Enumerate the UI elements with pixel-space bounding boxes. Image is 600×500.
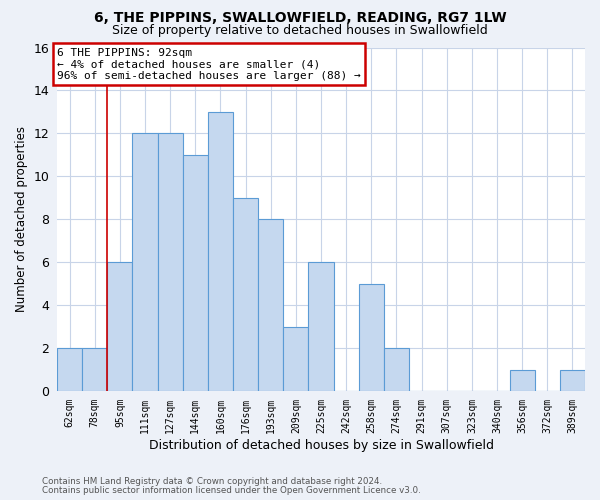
Bar: [359, 284, 384, 391]
Bar: [133, 134, 158, 391]
Bar: [509, 370, 535, 391]
Bar: [308, 262, 334, 391]
Bar: [258, 220, 283, 391]
Bar: [158, 134, 183, 391]
Bar: [560, 370, 585, 391]
Text: Contains public sector information licensed under the Open Government Licence v3: Contains public sector information licen…: [42, 486, 421, 495]
Bar: [208, 112, 233, 391]
Bar: [384, 348, 409, 391]
Bar: [82, 348, 107, 391]
Text: Contains HM Land Registry data © Crown copyright and database right 2024.: Contains HM Land Registry data © Crown c…: [42, 477, 382, 486]
Bar: [183, 155, 208, 391]
Bar: [233, 198, 258, 391]
Text: Size of property relative to detached houses in Swallowfield: Size of property relative to detached ho…: [112, 24, 488, 37]
Bar: [57, 348, 82, 391]
Text: 6, THE PIPPINS, SWALLOWFIELD, READING, RG7 1LW: 6, THE PIPPINS, SWALLOWFIELD, READING, R…: [94, 11, 506, 25]
Text: 6 THE PIPPINS: 92sqm
← 4% of detached houses are smaller (4)
96% of semi-detache: 6 THE PIPPINS: 92sqm ← 4% of detached ho…: [57, 48, 361, 80]
Bar: [283, 326, 308, 391]
X-axis label: Distribution of detached houses by size in Swallowfield: Distribution of detached houses by size …: [149, 440, 494, 452]
Bar: [107, 262, 133, 391]
Y-axis label: Number of detached properties: Number of detached properties: [15, 126, 28, 312]
